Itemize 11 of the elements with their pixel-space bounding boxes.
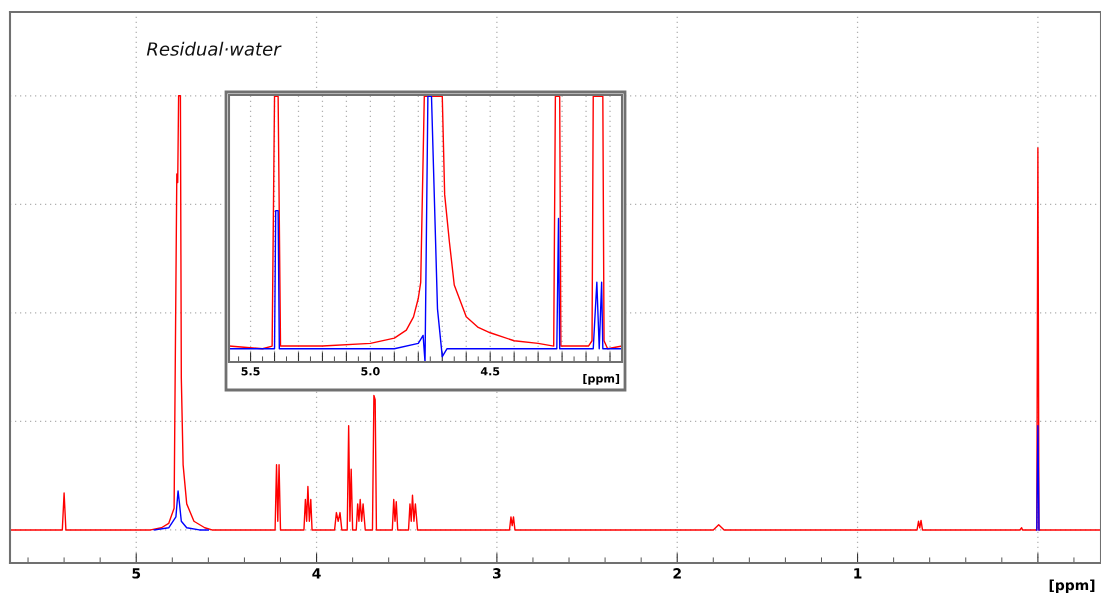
- x-tick-label: 5.0: [361, 367, 380, 376]
- x-axis-title: [ppm]: [1049, 579, 1095, 593]
- x-tick-label: 5.5: [241, 367, 260, 376]
- x-tick-label: 5: [132, 568, 141, 579]
- x-tick-label: 2: [673, 568, 681, 579]
- x-axis-title: [ppm]: [583, 374, 620, 385]
- x-tick-label: 1: [854, 568, 862, 579]
- text: Residual·water: [146, 41, 282, 56]
- x-tick-label: 4: [312, 568, 321, 579]
- x-tick-label: 3: [492, 568, 501, 579]
- x-tick-label: 4.5: [480, 367, 500, 376]
